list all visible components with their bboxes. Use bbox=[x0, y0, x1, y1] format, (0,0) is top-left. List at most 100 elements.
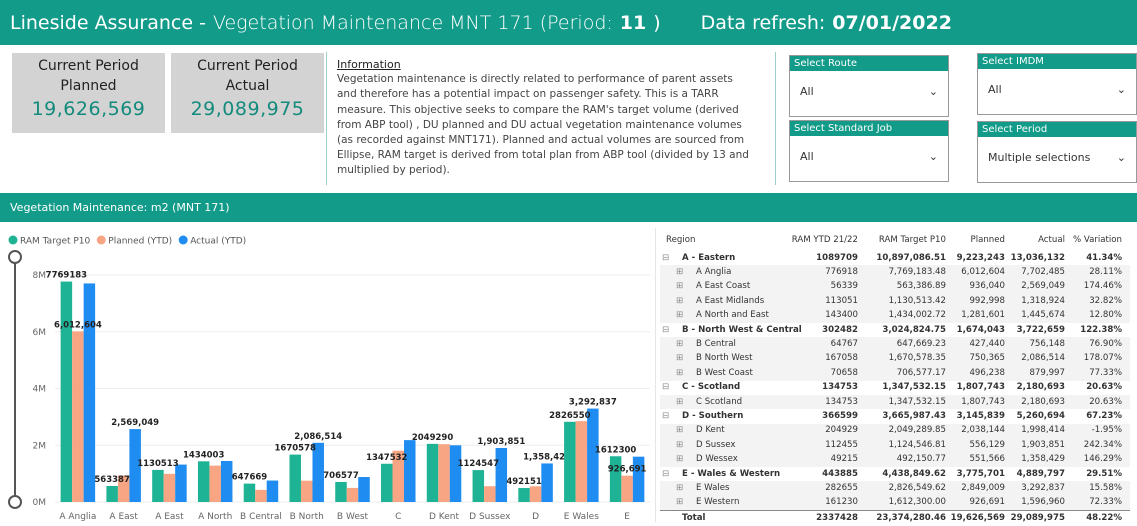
table-cell: E - Wales & Western bbox=[682, 468, 781, 479]
table-cell: 178.07% bbox=[1083, 353, 1122, 364]
table-cell: 926,691 bbox=[969, 497, 1005, 508]
table-cell: 134753 bbox=[822, 382, 858, 393]
period: 11 bbox=[619, 11, 647, 34]
info-title: Information bbox=[337, 58, 401, 71]
table-cell: D - Southern bbox=[682, 410, 744, 421]
bar bbox=[312, 442, 324, 502]
slider-handle[interactable] bbox=[8, 250, 22, 264]
table-cell: 1,445,674 bbox=[1021, 310, 1065, 321]
legend-swatch bbox=[96, 235, 106, 245]
table-cell: 67.23% bbox=[1086, 410, 1122, 421]
filter[interactable]: Select Standard Job All ⌄ bbox=[789, 120, 949, 182]
x-tick-label: E bbox=[624, 512, 630, 522]
expand-icon: ⊞ bbox=[676, 425, 684, 436]
table-cell: 282655 bbox=[825, 482, 858, 493]
table-row: ⊞ C Scotland 134753 1,347,532.15 1,807,743 2,… bbox=[660, 395, 1130, 410]
bar bbox=[266, 480, 279, 502]
data-label: 492151 bbox=[506, 477, 542, 487]
filter-label: Select IMDM bbox=[978, 54, 1136, 69]
table-cell: 3,722,659 bbox=[1016, 324, 1065, 335]
table-cell: C Scotland bbox=[696, 396, 743, 407]
filter[interactable]: Select Route All ⌄ bbox=[789, 55, 949, 117]
table-cell: 28.11% bbox=[1089, 266, 1122, 277]
data-label: 2,569,049 bbox=[111, 418, 159, 428]
table-cell: A East Coast bbox=[696, 281, 751, 292]
bar bbox=[117, 475, 130, 502]
refresh-label: Data refresh: bbox=[700, 11, 826, 34]
legend-swatch bbox=[178, 235, 188, 245]
slider-handle[interactable] bbox=[8, 495, 22, 509]
table-cell: 9,223,243 bbox=[956, 252, 1005, 263]
data-label: 926,691 bbox=[608, 465, 647, 475]
kpi-label: Current Period Actual bbox=[197, 58, 298, 94]
table-cell: 20.63% bbox=[1089, 396, 1122, 407]
filter[interactable]: Select IMDM All ⌄ bbox=[977, 53, 1137, 115]
table-cell: 551,566 bbox=[969, 454, 1005, 465]
table-cell: 32.82% bbox=[1089, 295, 1122, 306]
expand-icon: ⊞ bbox=[676, 310, 684, 321]
table-cell: 443885 bbox=[822, 468, 858, 479]
bar bbox=[575, 421, 588, 502]
bar bbox=[243, 483, 256, 502]
table-cell: 992,998 bbox=[969, 295, 1005, 306]
table-cell: B Central bbox=[696, 338, 736, 349]
bar bbox=[197, 461, 210, 502]
table-row: Total 2337428 23,374,280.46 19,626,569 29,08… bbox=[660, 510, 1130, 525]
data-label: 706577 bbox=[323, 471, 359, 481]
bar bbox=[495, 447, 508, 502]
table-cell: 879,997 bbox=[1029, 367, 1065, 378]
bar bbox=[209, 465, 221, 502]
bar bbox=[220, 460, 233, 502]
bar bbox=[175, 464, 187, 502]
information: Information Vegetation maintenance is di… bbox=[337, 57, 749, 179]
table-cell: 5,260,694 bbox=[1016, 410, 1065, 421]
bar bbox=[609, 456, 622, 502]
bar bbox=[392, 450, 405, 502]
chevron: ⌄ bbox=[1116, 151, 1126, 164]
table-row: Region RAM YTD 21/22 RAM Target P10 Planned… bbox=[660, 233, 1130, 247]
table-cell: 1,130,513.42 bbox=[888, 295, 946, 306]
table-cell: 6,012,604 bbox=[961, 266, 1005, 277]
close: ) bbox=[653, 11, 661, 34]
x-tick-label: A East bbox=[109, 512, 138, 522]
bar bbox=[358, 477, 370, 502]
bar bbox=[300, 480, 313, 502]
x-tick-label: E Wales bbox=[564, 512, 599, 522]
table-cell: 776918 bbox=[825, 266, 858, 277]
expand-icon: ⊞ bbox=[676, 454, 684, 465]
table-cell: 49215 bbox=[830, 454, 858, 465]
filter-value: All bbox=[800, 85, 814, 98]
filter[interactable]: Select Period Multiple selections ⌄ bbox=[977, 121, 1137, 183]
table-cell: 2,826,549.62 bbox=[888, 482, 946, 493]
chevron: ⌄ bbox=[1116, 83, 1126, 96]
legend-label: Planned (YTD) bbox=[108, 237, 172, 247]
bar bbox=[484, 486, 496, 502]
table-cell: 366599 bbox=[822, 410, 858, 421]
table-cell: 1,674,043 bbox=[956, 324, 1005, 335]
expand-icon: ⊟ bbox=[662, 410, 670, 421]
table-cell: 2,038,144 bbox=[961, 425, 1005, 436]
x-tick-label: A Anglia bbox=[59, 512, 96, 522]
table-cell: 143400 bbox=[825, 310, 858, 321]
bar bbox=[472, 470, 485, 502]
brand: Lineside Assurance - bbox=[10, 11, 206, 34]
x-tick-label: C bbox=[395, 512, 401, 522]
x-tick-label: B North bbox=[290, 512, 324, 522]
table-row: ⊞ D Kent 204929 2,049,289.85 2,038,144 1,998,… bbox=[660, 423, 1130, 439]
table-cell: 936,040 bbox=[969, 281, 1005, 292]
kpi-card: Current Period Actual 29,089,975 bbox=[171, 53, 324, 133]
table-cell: B - North West & Central bbox=[682, 324, 802, 335]
table-cell: 72.33% bbox=[1089, 497, 1122, 508]
subject: Vegetation Maintenance MNT 171 (Period: bbox=[212, 11, 613, 34]
table-cell: 113051 bbox=[825, 295, 858, 306]
table-cell: 2,049,289.85 bbox=[888, 425, 946, 436]
data-label: 7769183 bbox=[46, 271, 87, 281]
bar bbox=[335, 481, 347, 502]
bar bbox=[529, 486, 542, 502]
table-cell: 750,365 bbox=[969, 353, 1005, 364]
table-cell: Total bbox=[682, 512, 706, 523]
data-label: 563387 bbox=[94, 475, 130, 485]
table-cell: 1,807,743 bbox=[961, 396, 1005, 407]
expand-icon: ⊞ bbox=[676, 439, 684, 450]
data-label: 2,086,514 bbox=[294, 432, 342, 442]
